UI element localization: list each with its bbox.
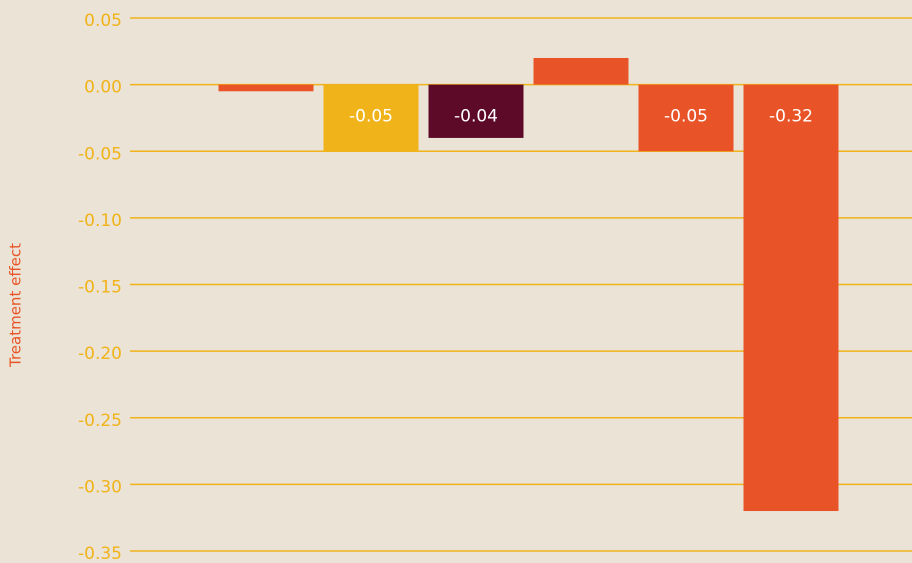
value-label: -0.05: [664, 107, 708, 127]
y-tick-label: 0.05: [84, 11, 122, 31]
value-label: -0.32: [769, 107, 813, 127]
y-tick-label: -0.20: [78, 344, 122, 364]
y-axis-label: Treatment effect: [7, 243, 25, 368]
y-tick-label: -0.15: [78, 278, 122, 298]
y-tick-label: -0.10: [78, 211, 122, 231]
value-label: -0.05: [349, 107, 393, 127]
bar: [638, 84, 734, 152]
bar: [743, 84, 839, 512]
y-tick-label: -0.25: [78, 411, 122, 431]
y-tick-label: -0.30: [78, 477, 122, 497]
y-tick-label: -0.35: [78, 544, 122, 563]
value-label: -0.04: [454, 107, 498, 127]
bar: [533, 57, 629, 85]
y-tick-label: -0.05: [78, 144, 122, 164]
y-tick-label: 0.00: [84, 78, 122, 98]
bar: [218, 84, 314, 92]
bar: [323, 84, 419, 152]
bar: [428, 84, 524, 138]
